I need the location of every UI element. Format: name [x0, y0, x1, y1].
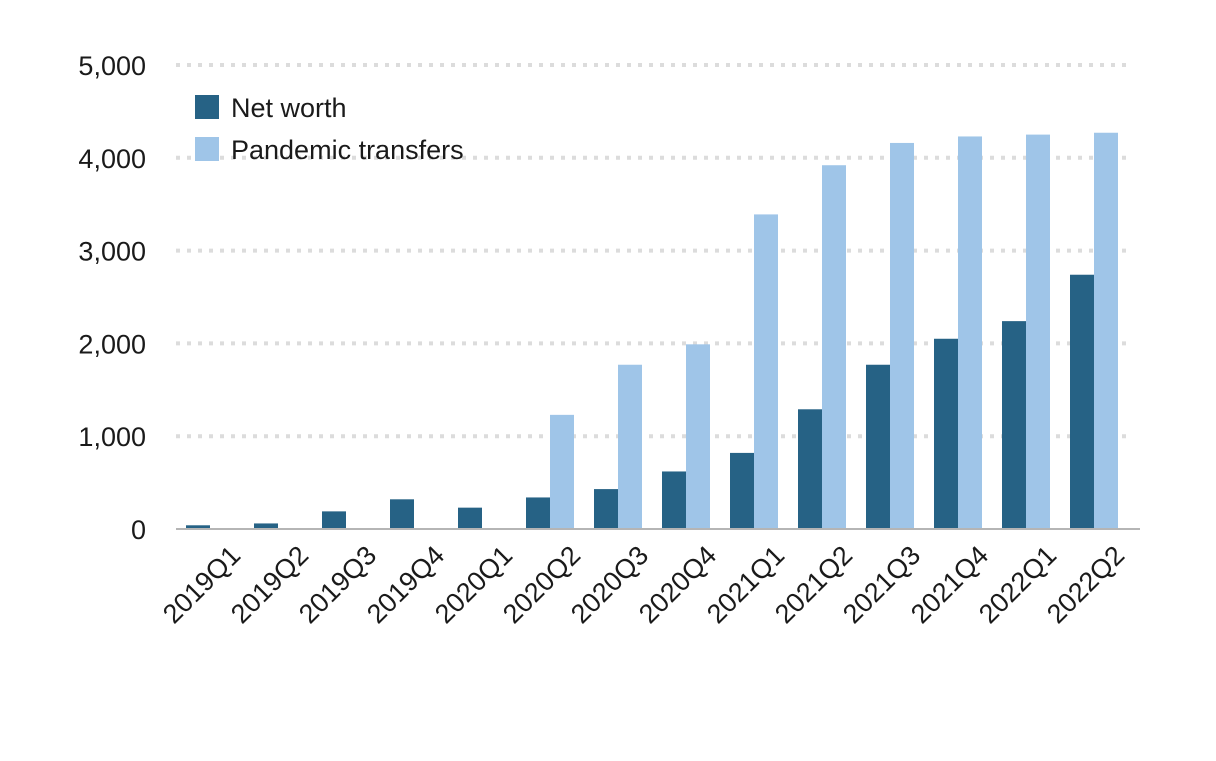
y-tick-label: 3,000 [78, 237, 146, 267]
bar-pandemic-transfers [1026, 134, 1050, 529]
legend-label: Pandemic transfers [231, 135, 464, 165]
bar-pandemic-transfers [958, 136, 982, 529]
bar-net-worth [594, 489, 618, 529]
bar-net-worth [1070, 274, 1094, 529]
bar-pandemic-transfers [754, 214, 778, 529]
bar-pandemic-transfers [686, 344, 710, 529]
bar-pandemic-transfers [822, 165, 846, 529]
bar-net-worth [730, 452, 754, 529]
legend-swatch [195, 95, 219, 119]
bar-pandemic-transfers [550, 414, 574, 529]
legend: Net worth Pandemic transfers [195, 93, 464, 165]
y-tick-label: 5,000 [78, 51, 146, 81]
legend-label: Net worth [231, 93, 347, 123]
bar-net-worth [254, 523, 278, 529]
y-tick-label: 2,000 [78, 329, 146, 359]
y-tick-label: 0 [131, 515, 146, 545]
bar-net-worth [934, 338, 958, 529]
y-tick-label: 1,000 [78, 422, 146, 452]
bar-net-worth [186, 525, 210, 529]
bar-net-worth [526, 497, 550, 529]
bar-net-worth [1002, 321, 1026, 529]
bar-net-worth [798, 409, 822, 529]
bar-net-worth [662, 471, 686, 529]
bars [186, 132, 1118, 529]
bar-net-worth [458, 507, 482, 529]
bar-net-worth [390, 499, 414, 529]
bar-net-worth [322, 511, 346, 529]
x-tick-label: 2022Q2 [1041, 540, 1130, 629]
y-axis-ticks: 0 1,000 2,000 3,000 4,000 5,000 [78, 51, 146, 545]
bar-net-worth [866, 364, 890, 529]
bar-pandemic-transfers [1094, 132, 1118, 529]
y-tick-label: 4,000 [78, 144, 146, 174]
legend-swatch [195, 137, 219, 161]
x-axis-ticks: 2019Q12019Q22019Q32019Q42020Q12020Q22020… [157, 540, 1130, 629]
bar-pandemic-transfers [618, 364, 642, 529]
bar-pandemic-transfers [890, 142, 914, 529]
